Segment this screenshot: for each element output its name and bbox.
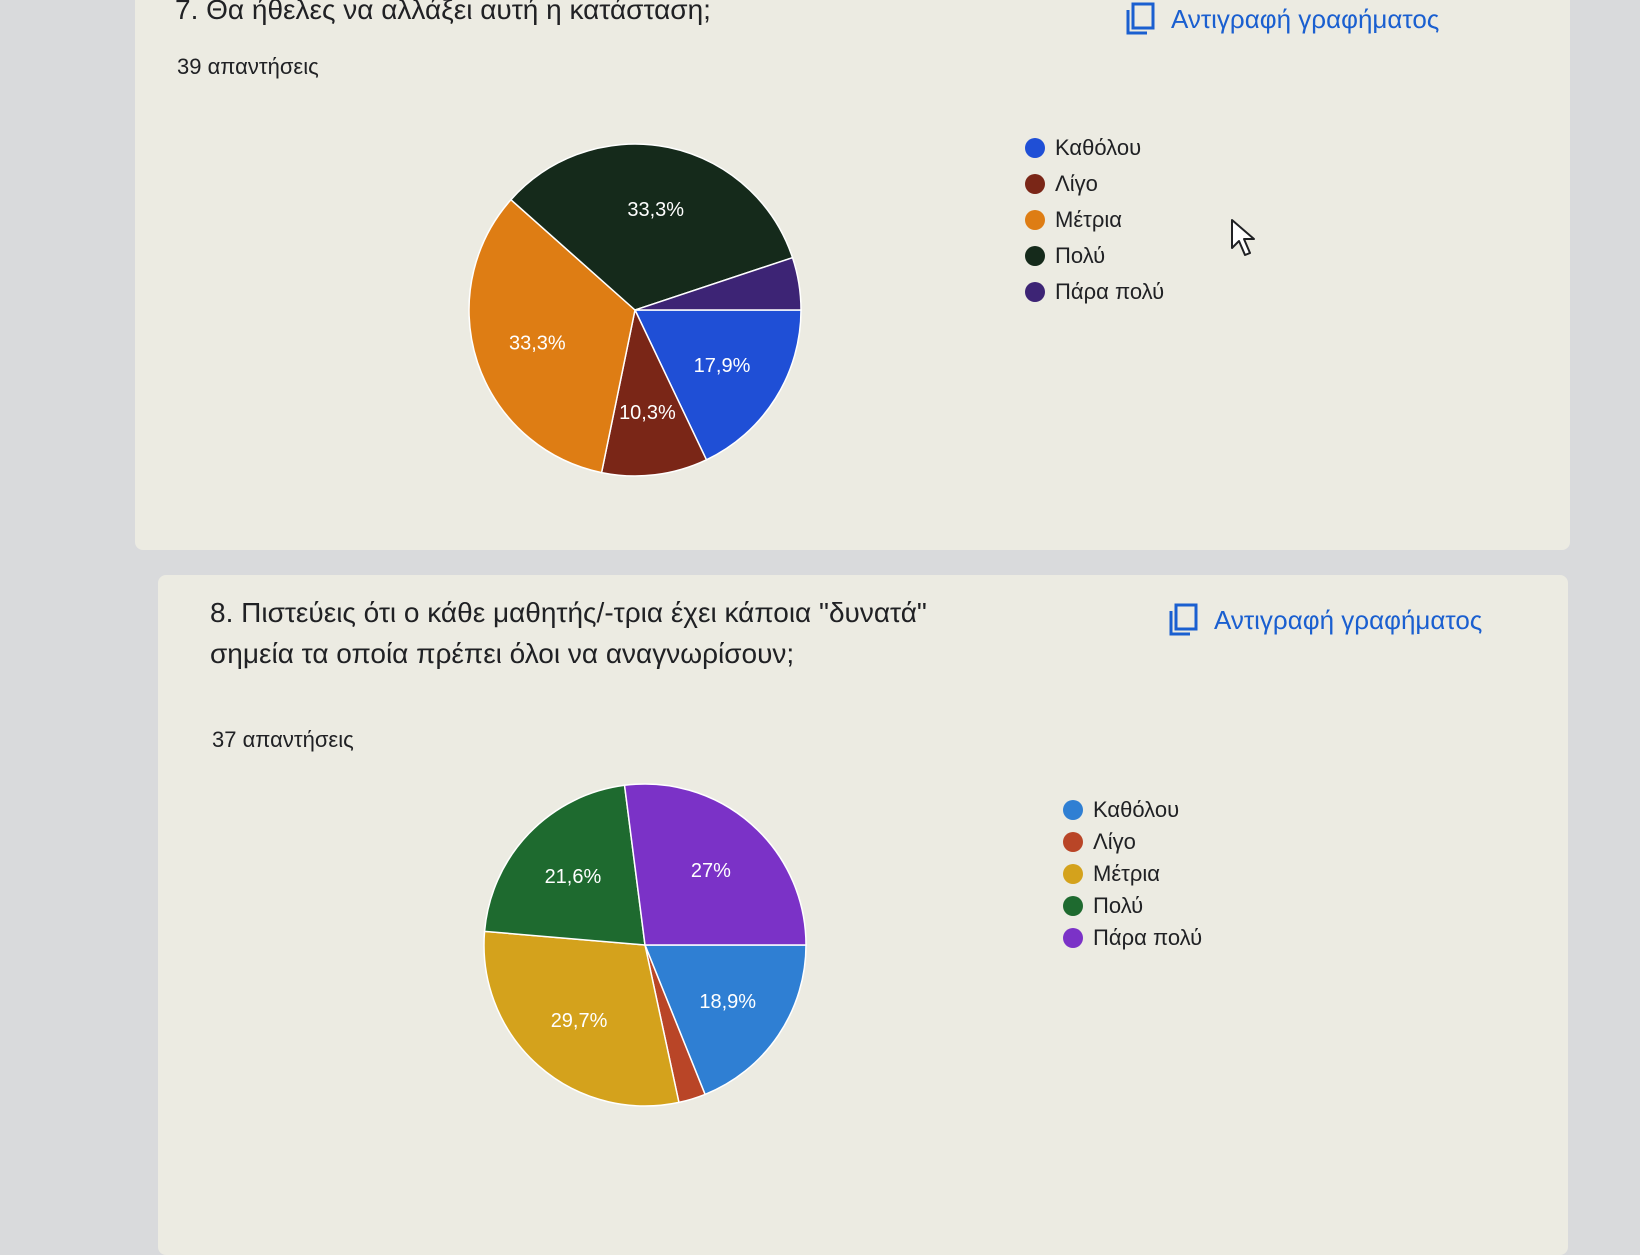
legend-q7: Καθόλου Λίγο Μέτρια Πολύ Πάρα πολύ xyxy=(1025,135,1164,315)
pie-chart-q8: 18,9% 29,7% 21,6% 27% xyxy=(483,783,807,1107)
legend-item[interactable]: Πολύ xyxy=(1025,243,1164,269)
legend-label: Μέτρια xyxy=(1093,861,1160,886)
pie-slice-4[interactable] xyxy=(509,143,794,311)
pie-slice-1[interactable] xyxy=(643,944,807,1096)
legend-item[interactable]: Λίγο xyxy=(1025,171,1164,197)
pie-chart-q7: 17,9% 10,3% 33,3% 33,3% xyxy=(468,143,802,477)
pie-slice-3[interactable] xyxy=(468,198,636,474)
pie-slice-2[interactable] xyxy=(600,307,708,477)
mouse-cursor-icon xyxy=(1231,219,1255,256)
legend-item[interactable]: Πάρα πολύ xyxy=(1063,925,1202,951)
slice-label: 21,6% xyxy=(545,866,602,888)
pie-slice-1[interactable] xyxy=(633,309,802,461)
legend-item[interactable]: Καθόλου xyxy=(1063,797,1202,823)
response-count: 39 απαντήσεις xyxy=(177,54,319,79)
slice-label: 33,3% xyxy=(627,199,684,221)
legend-swatch xyxy=(1063,864,1083,884)
legend-item[interactable]: Μέτρια xyxy=(1063,861,1202,887)
copy-chart-label: Αντιγραφή γραφήματος xyxy=(1171,3,1440,34)
legend-label: Καθόλου xyxy=(1093,797,1180,822)
copy-icon xyxy=(1125,2,1155,36)
legend-label: Λίγο xyxy=(1055,171,1098,196)
copy-chart-button[interactable]: Αντιγραφή γραφήματος xyxy=(1125,2,1439,36)
question-card-8: 8. Πιστεύεις ότι ο κάθε μαθητής/-τρια έχ… xyxy=(158,575,1568,1255)
legend-label: Πολύ xyxy=(1055,243,1106,268)
slice-label: 33,3% xyxy=(509,332,566,354)
legend-swatch xyxy=(1025,174,1045,194)
pie-slice-4[interactable] xyxy=(483,784,646,946)
legend-label: Καθόλου xyxy=(1055,135,1142,160)
copy-icon xyxy=(1168,603,1198,637)
legend-q8: Καθόλου Λίγο Μέτρια Πολύ Πάρα πολύ xyxy=(1063,797,1202,957)
legend-swatch xyxy=(1063,800,1083,820)
legend-swatch xyxy=(1063,832,1083,852)
slice-label: 10,3% xyxy=(619,402,676,424)
copy-chart-label: Αντιγραφή γραφήματος xyxy=(1214,604,1483,635)
legend-swatch xyxy=(1063,896,1083,916)
legend-label: Πολύ xyxy=(1093,893,1144,918)
legend-swatch xyxy=(1025,210,1045,230)
legend-item[interactable]: Μέτρια xyxy=(1025,207,1164,233)
legend-item[interactable]: Λίγο xyxy=(1063,829,1202,855)
question-title-line-2: σημεία τα οποία πρέπει όλοι να αναγνωρίσ… xyxy=(210,637,795,669)
slice-label: 27% xyxy=(691,860,731,882)
pie-slice-5[interactable] xyxy=(634,256,802,311)
copy-chart-button[interactable]: Αντιγραφή γραφήματος xyxy=(1168,603,1482,637)
question-card-7: 7. Θα ήθελες να αλλάξει αυτή η κατάσταση… xyxy=(135,0,1570,550)
pie-slice-5[interactable] xyxy=(623,783,807,946)
legend-swatch xyxy=(1025,138,1045,158)
slice-label: 18,9% xyxy=(699,991,756,1013)
legend-label: Λίγο xyxy=(1093,829,1136,854)
legend-swatch xyxy=(1063,928,1083,948)
pie-slice-3[interactable] xyxy=(483,930,680,1107)
question-title-line-1: 8. Πιστεύεις ότι ο κάθε μαθητής/-τρια έχ… xyxy=(210,597,927,628)
slice-label: 17,9% xyxy=(694,355,751,377)
question-title: 7. Θα ήθελες να αλλάξει αυτή η κατάσταση… xyxy=(175,0,711,25)
legend-item[interactable]: Πάρα πολύ xyxy=(1025,279,1164,305)
response-count: 37 απαντήσεις xyxy=(212,727,354,752)
slice-label: 29,7% xyxy=(551,1010,608,1032)
legend-item[interactable]: Καθόλου xyxy=(1025,135,1164,161)
legend-label: Πάρα πολύ xyxy=(1093,925,1203,950)
legend-swatch xyxy=(1025,282,1045,302)
question-title: 8. Πιστεύεις ότι ο κάθε μαθητής/-τρια έχ… xyxy=(210,593,927,674)
legend-item[interactable]: Πολύ xyxy=(1063,893,1202,919)
legend-label: Πάρα πολύ xyxy=(1055,279,1165,304)
legend-label: Μέτρια xyxy=(1055,207,1122,232)
legend-swatch xyxy=(1025,246,1045,266)
